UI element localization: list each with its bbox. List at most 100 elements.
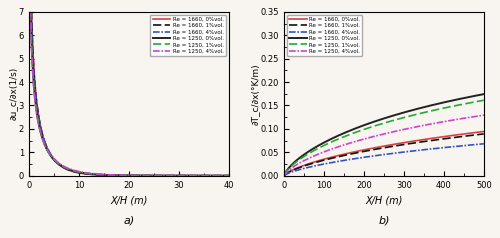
Re = 1250, 0%vol. [316,144,322,147]
Re = 1250, 1%vol. [200,174,206,177]
Line: Re = 1660, 4%vol.: Re = 1660, 4%vol. [284,144,484,176]
Re = 1660, 0%vol. [316,159,322,162]
Re = 1660, 1%vol. [316,160,322,163]
Re = 1250, 0%vol. [222,174,228,177]
Line: Re = 1660, 1%vol.: Re = 1660, 1%vol. [29,0,228,176]
Re = 1660, 1%vol. [222,174,228,177]
Re = 1660, 4%vol. [281,174,287,177]
Y-axis label: ∂u_c/∂x(1/s): ∂u_c/∂x(1/s) [8,67,18,120]
Re = 1250, 0%vol. [366,122,372,125]
Re = 1660, 4%vol. [366,155,372,158]
Re = 1250, 4%vol. [48,155,54,158]
Re = 1250, 4%vol. [226,174,232,177]
Re = 1660, 1%vol. [304,164,310,166]
Re = 1250, 1%vol. [222,174,228,177]
Line: Re = 1660, 4%vol.: Re = 1660, 4%vol. [29,0,228,176]
Re = 1250, 1%vol. [281,174,287,177]
Re = 1660, 0%vol. [111,174,117,177]
Re = 1250, 4%vol. [456,118,462,121]
Re = 1660, 4%vol. [111,174,117,177]
Line: Re = 1250, 1%vol.: Re = 1250, 1%vol. [284,100,484,175]
Re = 1250, 0%vol. [304,151,310,154]
Re = 1250, 1%vol. [366,126,372,129]
Line: Re = 1660, 0%vol.: Re = 1660, 0%vol. [284,131,484,176]
Re = 1250, 0%vol. [477,94,483,96]
Re = 1660, 0%vol. [477,130,483,133]
Re = 1660, 4%vol. [477,143,483,146]
Line: Re = 1250, 0%vol.: Re = 1250, 0%vol. [29,0,228,176]
Re = 1660, 1%vol. [456,135,462,138]
Re = 1250, 0%vol. [281,174,287,177]
Re = 1660, 1%vol. [200,174,206,177]
Text: a): a) [123,215,134,225]
Re = 1250, 4%vol. [222,174,228,177]
Re = 1660, 4%vol. [60,165,66,168]
Re = 1660, 4%vol. [481,142,487,145]
Re = 1660, 0%vol. [366,147,372,150]
Line: Re = 1250, 0%vol.: Re = 1250, 0%vol. [284,94,484,175]
Line: Re = 1250, 4%vol.: Re = 1250, 4%vol. [284,115,484,175]
Re = 1660, 4%vol. [304,166,310,169]
Re = 1250, 4%vol. [358,139,364,141]
Re = 1250, 1%vol. [481,99,487,102]
Re = 1250, 1%vol. [456,104,462,106]
Re = 1660, 1%vol. [366,149,372,152]
Re = 1660, 1%vol. [48,155,54,158]
Legend: Re = 1660, 0%vol., Re = 1660, 1%vol., Re = 1660, 4%vol., Re = 1250, 0%vol., Re =: Re = 1660, 0%vol., Re = 1660, 1%vol., Re… [150,15,226,56]
Re = 1660, 1%vol. [481,133,487,135]
Re = 1660, 0%vol. [222,174,228,177]
Re = 1250, 0%vol. [456,98,462,101]
Re = 1660, 4%vol. [316,164,322,166]
Re = 1250, 0%vol. [200,174,206,177]
Re = 1250, 4%vol. [304,158,310,161]
Re = 1250, 1%vol. [60,165,66,168]
Y-axis label: ∂T_c/∂x(°K/m): ∂T_c/∂x(°K/m) [250,63,260,124]
Re = 1250, 0%vol. [358,125,364,128]
Re = 1660, 0%vol. [481,130,487,133]
Line: Re = 1250, 1%vol.: Re = 1250, 1%vol. [29,0,228,176]
Re = 1250, 1%vol. [226,174,232,177]
Line: Re = 1660, 0%vol.: Re = 1660, 0%vol. [29,0,228,176]
Re = 1250, 4%vol. [60,165,66,168]
Re = 1660, 1%vol. [60,166,66,169]
Re = 1250, 4%vol. [102,173,108,176]
X-axis label: X/H (m): X/H (m) [110,195,148,205]
Re = 1660, 1%vol. [102,174,108,177]
Line: Re = 1660, 1%vol.: Re = 1660, 1%vol. [284,134,484,176]
Legend: Re = 1660, 0%vol., Re = 1660, 1%vol., Re = 1660, 4%vol., Re = 1250, 0%vol., Re =: Re = 1660, 0%vol., Re = 1660, 1%vol., Re… [287,15,362,56]
Re = 1250, 4%vol. [316,153,322,155]
Re = 1250, 0%vol. [111,174,117,177]
Re = 1250, 4%vol. [481,114,487,117]
Re = 1250, 0%vol. [48,156,54,159]
Re = 1250, 0%vol. [60,166,66,169]
Text: b): b) [378,215,390,225]
Re = 1250, 1%vol. [102,174,108,176]
Re = 1660, 1%vol. [358,151,364,154]
Re = 1660, 0%vol. [102,174,108,177]
Re = 1660, 0%vol. [226,174,232,177]
Re = 1250, 4%vol. [281,174,287,177]
Re = 1250, 1%vol. [304,153,310,156]
X-axis label: X/H (m): X/H (m) [366,195,403,205]
Re = 1660, 4%vol. [200,174,206,177]
Re = 1250, 0%vol. [226,174,232,177]
Re = 1660, 4%vol. [226,174,232,177]
Re = 1250, 1%vol. [358,129,364,132]
Re = 1660, 1%vol. [281,174,287,177]
Re = 1250, 1%vol. [111,174,117,177]
Re = 1250, 0%vol. [481,93,487,96]
Re = 1250, 1%vol. [48,156,54,159]
Re = 1250, 4%vol. [366,136,372,139]
Re = 1660, 1%vol. [477,133,483,136]
Re = 1660, 0%vol. [281,174,287,177]
Re = 1660, 0%vol. [60,166,66,169]
Re = 1660, 4%vol. [222,174,228,177]
Re = 1660, 0%vol. [48,155,54,158]
Re = 1660, 4%vol. [358,156,364,159]
Re = 1250, 1%vol. [316,147,322,149]
Re = 1660, 0%vol. [358,149,364,152]
Re = 1250, 4%vol. [200,174,206,177]
Line: Re = 1250, 4%vol.: Re = 1250, 4%vol. [29,0,228,176]
Re = 1250, 1%vol. [477,99,483,102]
Re = 1660, 4%vol. [102,174,108,176]
